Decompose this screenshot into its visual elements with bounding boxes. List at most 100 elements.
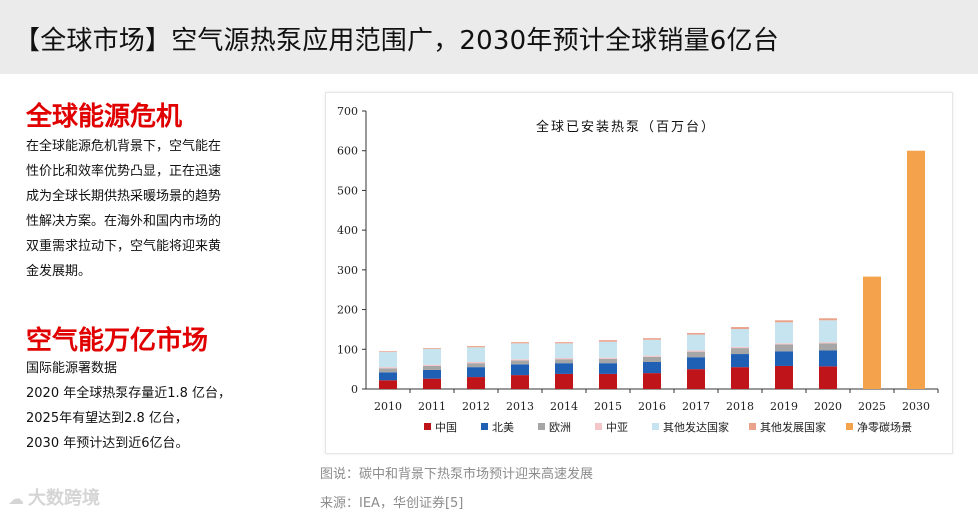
x-tick-label: 2010 <box>374 400 402 413</box>
paragraph-line: 2020 年全球热泵存量近1.8 亿台， <box>26 386 232 401</box>
bar-segment <box>511 364 529 376</box>
bar-segment <box>687 334 705 351</box>
bar-segment <box>379 367 397 369</box>
bar-segment <box>511 360 529 365</box>
bar-segment <box>379 351 397 353</box>
bar-segment <box>731 367 749 389</box>
legend-swatch <box>749 423 756 430</box>
x-tick-label: 2020 <box>814 400 842 413</box>
chart-panel: 0 100 200 300 400 500 600 700 全球已安装热泵（百万台） 2010 20… <box>325 92 953 454</box>
y-tick-label: 200 <box>337 304 358 317</box>
energy-crisis-paragraph: 在全球能源危机背景下，空气能在 性价比和效率优势凸显，正在迅速 成为全球长期供热采暖… <box>26 134 221 284</box>
legend-label: 净零碳场景 <box>857 420 912 434</box>
bar-segment <box>423 364 441 366</box>
legend-label: 其他发达国家 <box>663 420 729 434</box>
section-title-energy-crisis: 全球能源危机 <box>26 102 183 132</box>
bar-segment <box>467 346 485 348</box>
cloud-logo-icon: ☁ <box>8 489 24 508</box>
x-tick-label: 2018 <box>726 400 754 413</box>
bar-segment <box>775 343 793 345</box>
bar-segment <box>687 357 705 370</box>
bar-segment <box>423 365 441 370</box>
legend-swatch <box>538 423 545 430</box>
bar-segment <box>775 320 793 323</box>
bar-segment <box>599 363 617 374</box>
source-caption: 来源：IEA，华创证券[5] <box>320 496 464 511</box>
bar-segment <box>819 343 837 351</box>
bar-segment <box>467 347 485 362</box>
bar-segment <box>819 318 837 321</box>
bar-segment <box>423 378 441 389</box>
bar-segment <box>511 359 529 361</box>
x-tick-label: 2017 <box>682 400 710 413</box>
x-tick-label: 2013 <box>506 400 534 413</box>
paragraph-line: 2030 年预计达到近6亿台。 <box>26 436 189 451</box>
bar-segment <box>687 351 705 358</box>
bar-segment <box>511 343 529 360</box>
x-tick-label: 2030 <box>902 400 930 413</box>
bar-segment <box>687 369 705 389</box>
paragraph-line: 成为全球长期供热采暖场景的趋势 <box>26 189 222 204</box>
y-tick-label: 700 <box>337 105 358 118</box>
bar-segment <box>643 355 661 357</box>
bar-segment <box>423 348 441 365</box>
bar-segment <box>819 320 837 343</box>
y-tick-label: 500 <box>337 184 358 197</box>
bar-segment <box>687 350 705 352</box>
bar-segment <box>467 363 485 368</box>
heat-pump-chart: 0 100 200 300 400 500 600 700 全球已安装热泵（百万台） 2010 20… <box>337 105 939 434</box>
header-bar: 【全球市场】空气源热泵应用范围广，2030年预计全球销量6亿台 <box>0 0 978 74</box>
bar-segment <box>731 348 749 355</box>
paragraph-line: 在全球能源危机背景下，空气能在 <box>26 139 222 154</box>
watermark: ☁ 大数跨境 <box>8 484 100 510</box>
legend-label: 北美 <box>492 421 514 434</box>
bar-segment <box>907 150 925 389</box>
bar-segment <box>511 342 529 344</box>
bar-segment <box>731 329 749 347</box>
y-tick-label: 400 <box>337 224 358 237</box>
legend-swatch <box>652 423 659 430</box>
section-title-trillion-market: 空气能万亿市场 <box>26 326 209 356</box>
legend-swatch <box>481 423 488 430</box>
x-tick-label: 2015 <box>594 400 622 413</box>
bar-segment <box>775 322 793 344</box>
bar-segment <box>863 276 881 389</box>
figure-caption: 图说：碳中和背景下热泵市场预计迎来高速发展 <box>320 467 594 482</box>
y-tick-label: 600 <box>337 145 358 158</box>
legend-swatch <box>846 423 853 430</box>
legend-label: 其他发展国家 <box>760 420 826 434</box>
market-data-paragraph: 国际能源署数据 2020 年全球热泵存量近1.8 亿台， 2025年有望达到2.8 … <box>26 356 231 456</box>
bar-segment <box>379 352 397 368</box>
x-tick-label: 2019 <box>770 400 798 413</box>
bar-segment <box>775 351 793 366</box>
bar-segment <box>599 358 617 364</box>
bar-segment <box>819 366 837 389</box>
bar-segment <box>731 354 749 368</box>
paragraph-line: 性解决方案。在海外和国内市场的 <box>26 214 222 229</box>
bar-segment <box>555 359 573 364</box>
bar-segment <box>643 361 661 374</box>
y-tick-label: 300 <box>337 264 358 277</box>
watermark-text: 大数跨境 <box>28 488 100 509</box>
bar-segment <box>643 373 661 389</box>
bar-segment <box>467 377 485 389</box>
legend-label: 中国 <box>435 421 457 434</box>
bar-segment <box>819 342 837 344</box>
x-tick-label: 2016 <box>638 400 666 413</box>
x-tick-label: 2012 <box>462 400 490 413</box>
page-title: 【全球市场】空气源热泵应用范围广，2030年预计全球销量6亿台 <box>14 26 779 56</box>
bar-segment <box>555 373 573 389</box>
paragraph-line: 金发展期。 <box>26 264 92 279</box>
bar-segment <box>555 358 573 360</box>
legend-label: 中亚 <box>606 421 628 434</box>
bar-segment <box>423 369 441 379</box>
bar-segment <box>555 342 573 344</box>
bar-segment <box>643 356 661 362</box>
paragraph-line: 2025年有望达到2.8 亿台， <box>26 411 188 426</box>
bar-segment <box>599 341 617 358</box>
bar-segment <box>731 327 749 330</box>
bar-segment <box>731 346 749 349</box>
bar-segment <box>511 375 529 389</box>
bar-segment <box>555 343 573 359</box>
chart-title: 全球已安装热泵（百万台） <box>536 119 716 135</box>
